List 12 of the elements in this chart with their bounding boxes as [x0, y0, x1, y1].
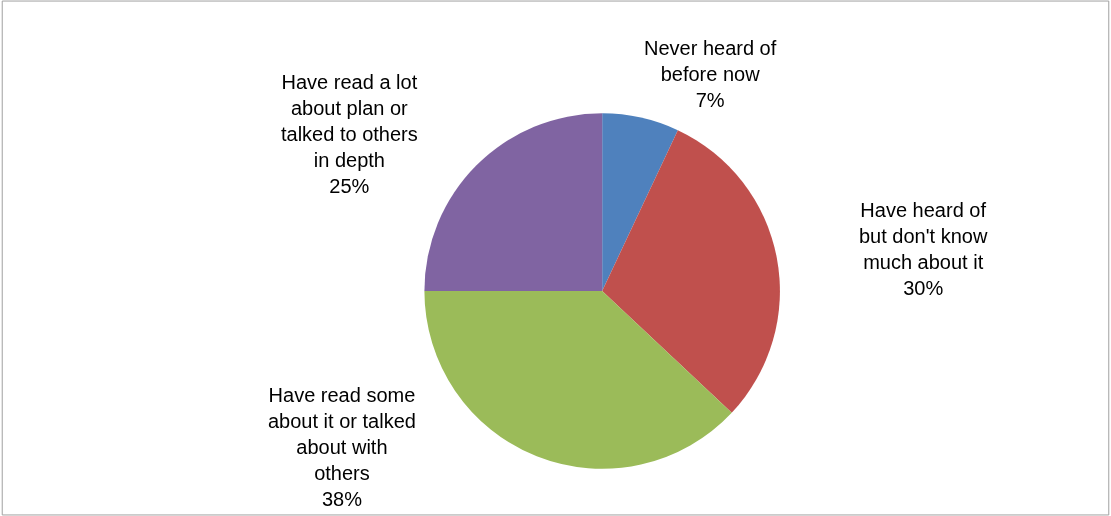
pie-slice: [602, 130, 780, 413]
slice-label: Never heard of before now: [644, 37, 777, 85]
slice-label: Have read some about it or talked about with others: [268, 384, 416, 484]
pie-slice: [424, 291, 732, 469]
data-label: 7%: [695, 89, 725, 111]
pie-slice: [424, 113, 603, 292]
slice-label: Have read a lot about plan or talked to others in depth: [281, 71, 418, 171]
data-label: 25%: [329, 175, 370, 197]
pie-slice: [602, 113, 678, 292]
data-label: 38%: [321, 488, 363, 510]
data-label: 30%: [903, 277, 944, 299]
slice-label: Have heard of but don't know much about it: [859, 199, 988, 273]
